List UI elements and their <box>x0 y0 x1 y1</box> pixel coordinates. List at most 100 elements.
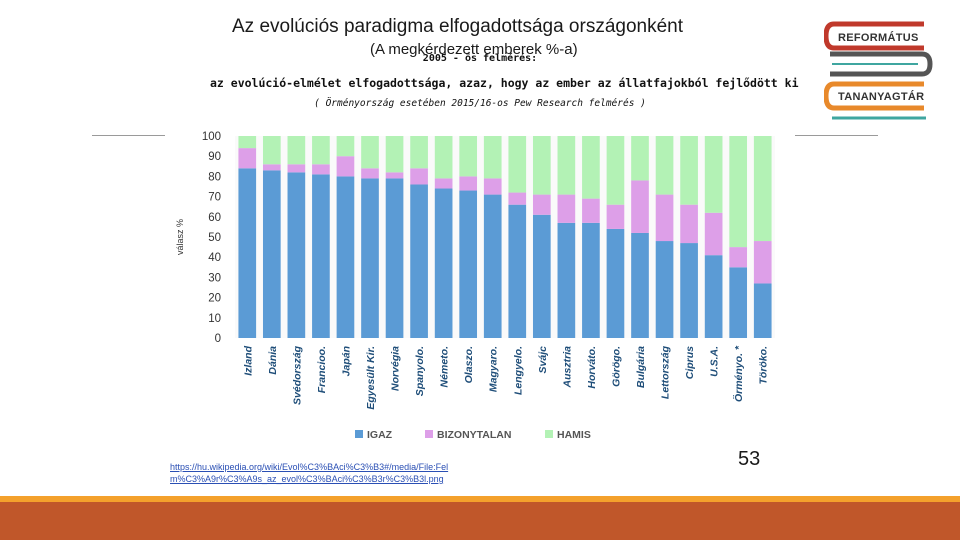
bar-bizonytalan <box>483 178 502 195</box>
x-tick-label: Töröko. <box>758 346 770 385</box>
y-tick-label: 50 <box>208 232 221 244</box>
bar-bizonytalan <box>262 164 281 171</box>
x-tick-label: Egyesült Kir. <box>365 346 377 410</box>
x-tick-label: Magyaro. <box>488 346 500 392</box>
x-tick-label: Dánia <box>267 346 279 375</box>
y-tick-label: 60 <box>208 212 221 224</box>
y-tick-label: 20 <box>208 293 221 305</box>
bar-igaz <box>582 222 600 338</box>
bar-igaz <box>704 255 723 338</box>
survey-statement: az evolúció-elmélet elfogadottsága, azaz… <box>210 76 799 90</box>
bar-hamis <box>410 136 428 169</box>
x-tick-label: Bulgária <box>635 346 647 388</box>
bar-bizonytalan <box>312 164 330 175</box>
bar-igaz <box>655 241 674 338</box>
y-axis-label: válasz % <box>175 219 185 255</box>
bar-hamis <box>582 136 600 199</box>
x-tick-label: Svájc <box>537 346 549 374</box>
bar-igaz <box>606 228 625 338</box>
bar-hamis <box>508 136 527 193</box>
bar-igaz <box>287 172 306 338</box>
bar-hamis <box>434 136 453 179</box>
logo-line2: TANANYAGTÁR <box>838 90 924 103</box>
x-tick-label: Lettország <box>660 345 672 399</box>
right-divider <box>790 135 878 136</box>
bar-hamis <box>385 136 404 173</box>
y-tick-label: 30 <box>208 272 221 284</box>
bar-hamis <box>459 136 478 177</box>
bar-bizonytalan <box>385 172 404 179</box>
source-link-line2[interactable]: m%C3%A9r%C3%A9s_az_evol%C3%BAci%C3%B3r%C… <box>170 474 444 484</box>
x-tick-label: Japán <box>340 346 352 376</box>
page-number: 53 <box>738 448 761 470</box>
x-tick-label: Horváto. <box>586 346 598 389</box>
bar-igaz <box>410 184 428 338</box>
bar-hamis <box>680 136 698 205</box>
bar-hamis <box>336 136 355 157</box>
bar-igaz <box>361 178 379 338</box>
bar-hamis <box>753 136 772 242</box>
bar-igaz <box>508 204 527 338</box>
bar-igaz <box>483 194 502 338</box>
bar-hamis <box>483 136 502 179</box>
legend-swatch-hamis <box>545 430 553 438</box>
bar-hamis <box>606 136 625 205</box>
x-tick-label: U.S.A. <box>709 346 721 377</box>
x-tick-label: Spanyolo. <box>414 346 426 396</box>
bar-bizonytalan <box>287 164 306 173</box>
bar-bizonytalan <box>753 241 772 284</box>
bar-bizonytalan <box>508 192 527 205</box>
bar-hamis <box>655 136 674 195</box>
legend-swatch-igaz <box>355 430 363 438</box>
logo-line1: REFORMÁTUS <box>838 31 919 44</box>
bar-bizonytalan <box>557 194 576 223</box>
footer-accent-bar <box>0 496 960 502</box>
bar-bizonytalan <box>655 194 674 242</box>
bar-igaz <box>385 178 404 338</box>
slide-title: Az evolúciós paradigma elfogadottsága or… <box>232 16 684 37</box>
y-tick-label: 70 <box>208 192 221 204</box>
bar-bizonytalan <box>704 212 723 256</box>
bar-bizonytalan <box>361 168 379 179</box>
bar-igaz <box>262 170 281 338</box>
bar-hamis <box>729 136 748 248</box>
bar-hamis <box>238 136 257 149</box>
survey-label: 2005 - ös felmérés: <box>422 53 538 64</box>
x-tick-label: Görögo. <box>610 346 622 387</box>
bar-igaz <box>532 214 551 338</box>
bar-bizonytalan <box>729 247 748 268</box>
bar-hamis <box>361 136 379 169</box>
x-tick-label: Németo. <box>439 346 451 388</box>
bar-igaz <box>631 232 649 338</box>
stacked-bar-chart: 0 10 20 30 40 50 60 70 80 90 100 válasz % Izland Dáni… <box>175 131 775 441</box>
x-tick-label: Olaszo. <box>463 346 475 383</box>
y-tick-label: 90 <box>208 151 221 163</box>
y-tick-label: 100 <box>202 131 221 143</box>
bar-hamis <box>704 136 723 213</box>
bar-igaz <box>557 222 576 338</box>
book-stack-logo-icon: REFORMÁTUS TANANYAGTÁR <box>824 21 933 120</box>
x-tick-label: Ciprus <box>684 346 696 379</box>
x-tick-label: Lengyelo. <box>512 346 524 395</box>
y-tick-label: 80 <box>208 171 221 183</box>
source-link-line1[interactable]: https://hu.wikipedia.org/wiki/Evol%C3%BA… <box>170 462 449 472</box>
left-divider <box>92 135 182 136</box>
x-tick-label: Francioo. <box>316 346 328 393</box>
bar-bizonytalan <box>238 148 257 169</box>
bar-hamis <box>312 136 330 165</box>
x-tick-label: Izland <box>242 345 254 375</box>
bar-bizonytalan <box>582 198 600 223</box>
legend-label-igaz: IGAZ <box>367 429 393 441</box>
bar-hamis <box>262 136 281 165</box>
bar-igaz <box>680 243 698 338</box>
bar-hamis <box>532 136 551 195</box>
bar-bizonytalan <box>680 204 698 244</box>
bar-bizonytalan <box>532 194 551 215</box>
bar-igaz <box>312 174 330 338</box>
y-tick-label: 10 <box>208 313 221 325</box>
y-tick-label: 0 <box>215 333 221 345</box>
bar-bizonytalan <box>336 156 355 177</box>
x-tick-label: Ausztria <box>561 346 573 389</box>
bar-bizonytalan <box>459 176 478 191</box>
